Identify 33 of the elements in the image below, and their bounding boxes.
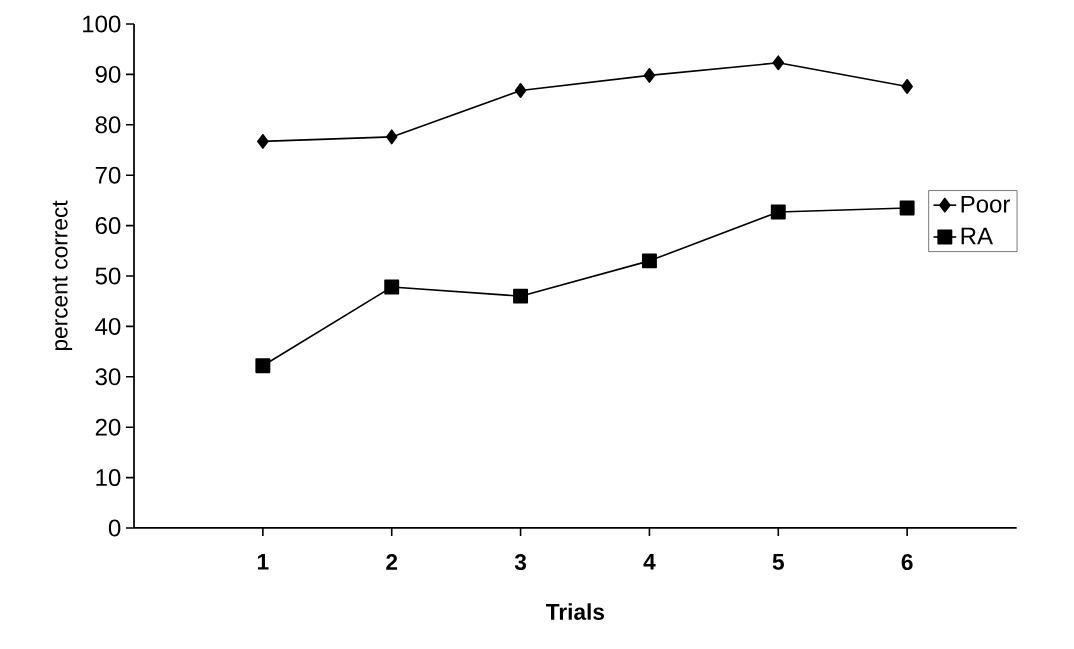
y-tick-label: 90 xyxy=(95,65,121,83)
x-tick-label: 5 xyxy=(772,554,784,570)
point xyxy=(255,358,271,374)
y-tick-label: 70 xyxy=(95,166,121,184)
y-tick-label: 60 xyxy=(95,217,121,235)
x-axis-title: Trials xyxy=(545,603,605,620)
x-tick-label: 1 xyxy=(257,554,269,570)
point xyxy=(385,129,398,145)
point xyxy=(257,133,269,149)
y-tick-label: 10 xyxy=(96,469,121,487)
y-tick-label: 20 xyxy=(95,418,121,436)
x-tick-label: 2 xyxy=(386,554,398,570)
y-tick-label: 100 xyxy=(83,15,121,33)
point xyxy=(772,55,785,71)
y-tick-label: 50 xyxy=(95,267,121,285)
point xyxy=(514,83,527,98)
x-tick-label: 4 xyxy=(643,554,656,570)
point xyxy=(384,279,400,295)
x-tick-label: 6 xyxy=(901,554,913,571)
point xyxy=(901,79,913,94)
point xyxy=(770,204,786,220)
point xyxy=(899,200,915,216)
x-tick-label: 3 xyxy=(514,554,527,571)
point xyxy=(641,253,657,269)
y-tick-label: 80 xyxy=(95,116,121,134)
y-tick-label: 40 xyxy=(95,317,121,335)
y-tick-label: 0 xyxy=(108,519,121,537)
legend-label: RA xyxy=(961,227,993,245)
legend-label: Poor xyxy=(961,195,1010,213)
point xyxy=(513,288,529,304)
y-tick-label: 30 xyxy=(95,368,121,386)
y-axis-title: percent correct xyxy=(52,200,73,351)
point xyxy=(643,67,656,83)
